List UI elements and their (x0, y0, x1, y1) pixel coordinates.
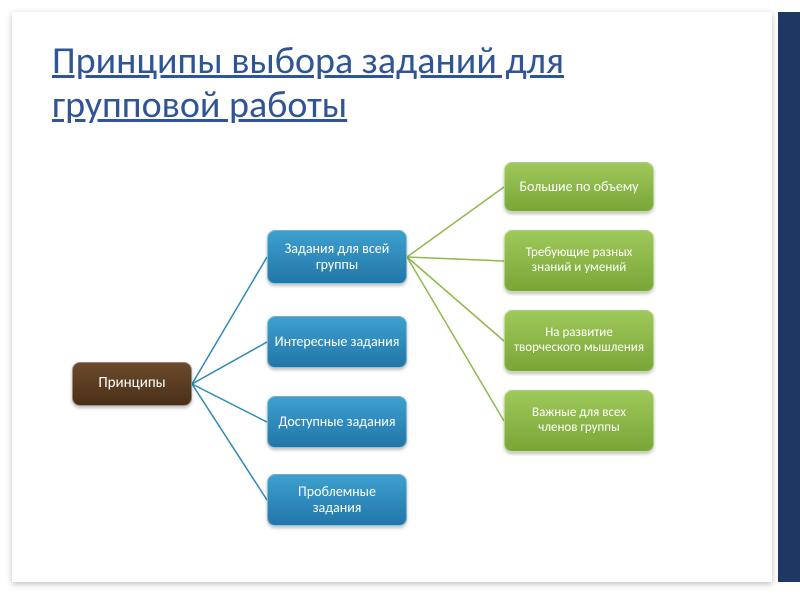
edge-c1-g3 (407, 257, 504, 341)
node-g4: Важные для всех членов группы (504, 390, 654, 452)
edge-root-c1 (192, 257, 267, 384)
node-c2: Интересные задания (267, 316, 407, 368)
node-g1: Большие по объему (504, 162, 654, 212)
node-g3: На развитие творческого мышления (504, 310, 654, 372)
edge-c1-g1 (407, 187, 504, 257)
node-c4: Проблемные задания (267, 474, 407, 526)
diagram-container: Принципы Задания для всей группы Интересны… (12, 12, 772, 582)
edge-c1-g4 (407, 257, 504, 421)
node-c3: Доступные задания (267, 396, 407, 448)
edge-c1-g2 (407, 257, 504, 261)
edge-root-c3 (192, 384, 267, 422)
edge-root-c4 (192, 384, 267, 500)
sidebar-strip (778, 12, 800, 582)
node-g2: Требующие разных знаний и умений (504, 230, 654, 292)
edge-root-c2 (192, 342, 267, 384)
node-c1: Задания для всей группы (267, 230, 407, 284)
node-root: Принципы (72, 362, 192, 406)
slide: Принципы выбора заданий для групповой ра… (12, 12, 772, 582)
